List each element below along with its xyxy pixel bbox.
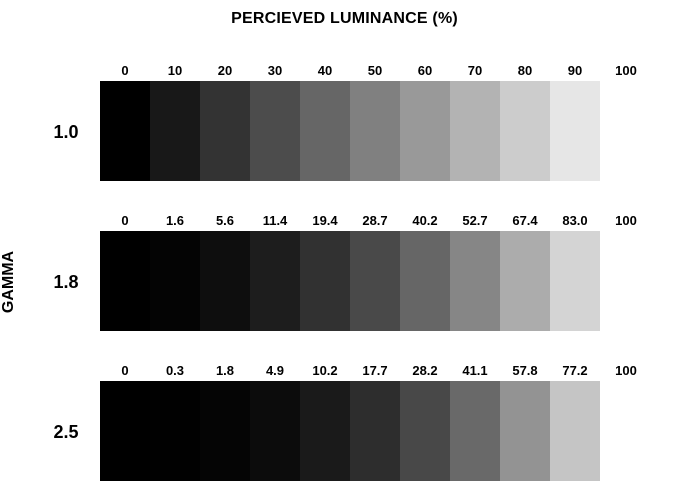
- gray-swatch: [500, 81, 550, 181]
- gray-swatch: [500, 231, 550, 331]
- gray-swatch: [150, 381, 200, 481]
- tick-label: 52.7: [462, 213, 488, 228]
- gray-swatch: [100, 231, 150, 331]
- luminance-strip: [100, 81, 600, 181]
- gray-swatch: [200, 231, 250, 331]
- tick-label: 11.4: [262, 213, 288, 228]
- tick-label: 100: [615, 213, 637, 228]
- tick-label: 10: [167, 63, 183, 78]
- tick-label: 1.8: [215, 363, 235, 378]
- tick-label: 77.2: [562, 363, 588, 378]
- tick-label: 60: [417, 63, 433, 78]
- tick-label: 80: [517, 63, 533, 78]
- tick-label: 83.0: [562, 213, 588, 228]
- gray-swatch: [550, 81, 600, 181]
- tick-label: 0: [121, 213, 129, 228]
- tick-label: 50: [367, 63, 383, 78]
- gray-swatch: [300, 81, 350, 181]
- tick-label: 28.2: [412, 363, 438, 378]
- tick-label: 40: [317, 63, 333, 78]
- tick-label: 19.4: [312, 213, 338, 228]
- gray-swatch: [200, 381, 250, 481]
- tick-label: 4.9: [265, 363, 285, 378]
- gray-swatch: [250, 81, 300, 181]
- tick-label: 20: [217, 63, 233, 78]
- tick-label: 70: [467, 63, 483, 78]
- gray-swatch: [300, 231, 350, 331]
- tick-label: 41.1: [462, 363, 488, 378]
- tick-label: 100: [615, 63, 637, 78]
- gray-swatch: [550, 231, 600, 331]
- gray-swatch: [300, 381, 350, 481]
- gamma-row-2: 1.8 0 1.6 5.6 11.4 19.4 28.7 40.2 52.7 6…: [0, 213, 689, 333]
- gray-swatch: [250, 381, 300, 481]
- tick-label: 40.2: [412, 213, 438, 228]
- gray-swatch: [400, 381, 450, 481]
- gamma-value-label: 1.8: [53, 272, 79, 292]
- gray-swatch: [250, 231, 300, 331]
- tick-label: 90: [567, 63, 583, 78]
- tick-label: 0: [121, 63, 129, 78]
- gray-swatch: [100, 81, 150, 181]
- gray-swatch: [150, 231, 200, 331]
- gamma-value-label: 2.5: [53, 422, 79, 442]
- gray-swatch: [200, 81, 250, 181]
- gray-swatch: [550, 381, 600, 481]
- tick-label: 0: [121, 363, 129, 378]
- gray-swatch: [500, 381, 550, 481]
- gray-swatch: [450, 81, 500, 181]
- gray-swatch: [350, 81, 400, 181]
- tick-label: 67.4: [512, 213, 538, 228]
- tick-label: 28.7: [362, 213, 388, 228]
- tick-label: 57.8: [512, 363, 538, 378]
- gray-swatch: [450, 381, 500, 481]
- tick-label: 100: [615, 363, 637, 378]
- gray-swatch: [400, 231, 450, 331]
- tick-label: 5.6: [215, 213, 235, 228]
- chart-title: PERCIEVED LUMINANCE (%): [231, 10, 458, 27]
- tick-label: 0.3: [165, 363, 185, 378]
- tick-label: 17.7: [362, 363, 388, 378]
- luminance-strip: [100, 231, 600, 331]
- gray-swatch: [350, 231, 400, 331]
- gray-swatch: [450, 231, 500, 331]
- luminance-strip: [100, 381, 600, 481]
- tick-label: 30: [267, 63, 283, 78]
- gray-swatch: [150, 81, 200, 181]
- gray-swatch: [350, 381, 400, 481]
- gamma-value-label: 1.0: [53, 122, 79, 142]
- gamma-row-3: 2.5 0 0.3 1.8 4.9 10.2 17.7 28.2 41.1 57…: [0, 363, 689, 483]
- gray-swatch: [400, 81, 450, 181]
- gamma-row-1: 1.0 0 10 20 30 40 50 60 70 80 90 100: [0, 63, 689, 183]
- gray-swatch: [100, 381, 150, 481]
- tick-label: 10.2: [312, 363, 338, 378]
- tick-label: 1.6: [165, 213, 185, 228]
